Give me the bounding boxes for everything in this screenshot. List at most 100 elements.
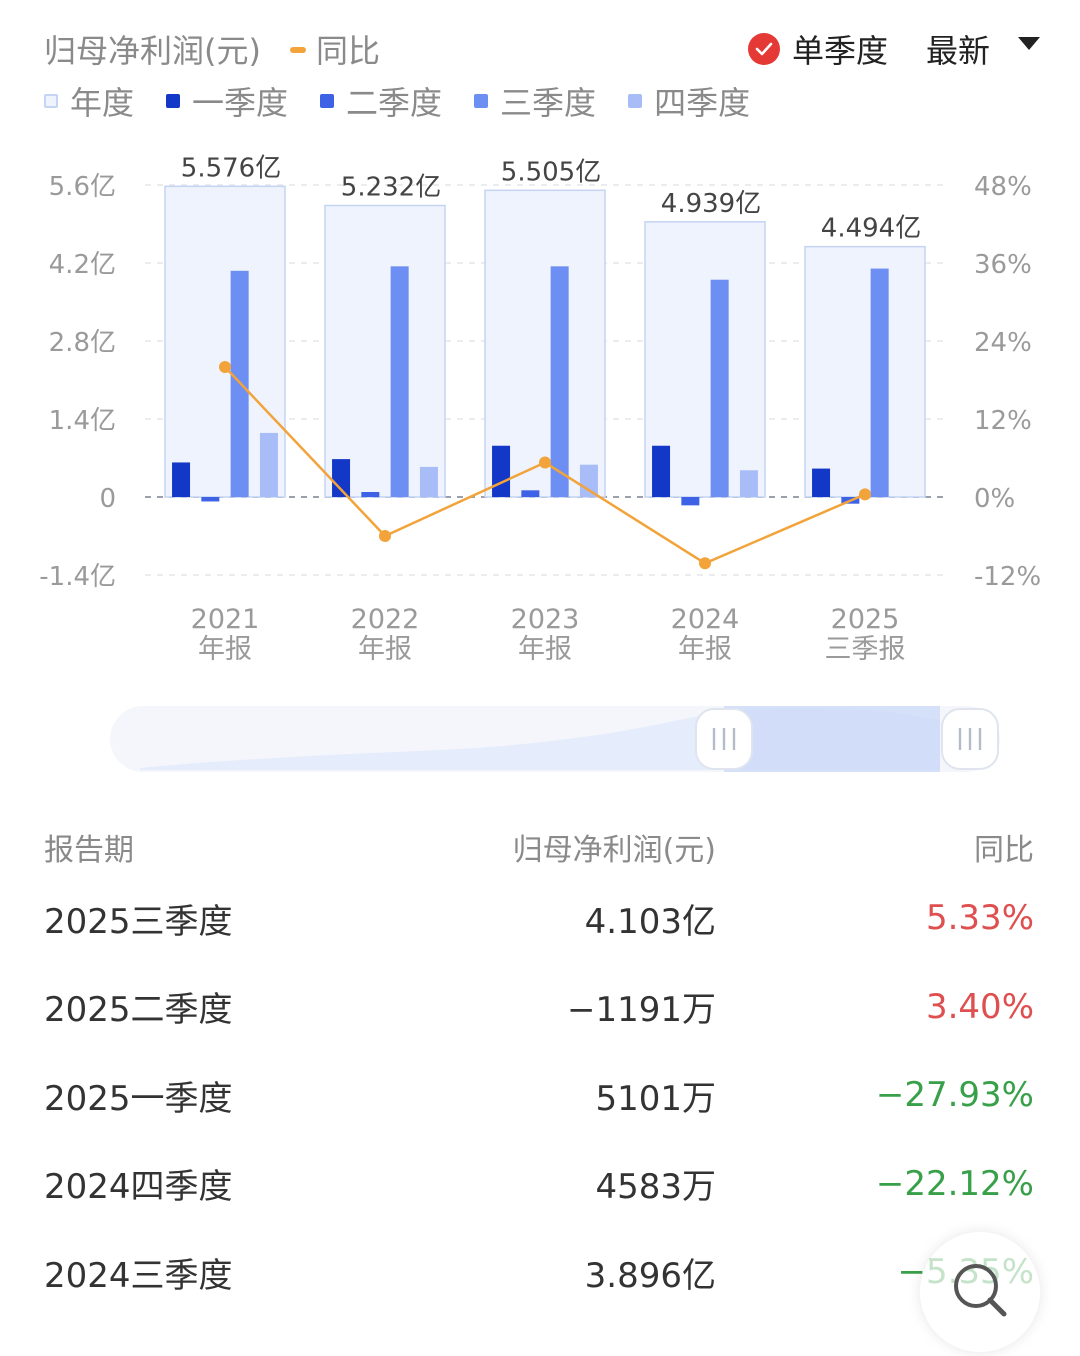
legend-item[interactable]: 四季度	[628, 78, 750, 124]
row-period: 2024四季度	[44, 1167, 233, 1208]
range-slider[interactable]	[110, 706, 1000, 772]
x-tick-year: 2024	[671, 604, 740, 635]
table-row[interactable]: 2025三季度 4.103亿 5.33%	[44, 874, 1034, 963]
header-controls: 单季度 最新	[747, 26, 1040, 72]
row-value: 3.896亿	[584, 1255, 716, 1296]
y-left-tick-label: 2.8亿	[49, 328, 116, 358]
quarter-bar	[361, 491, 380, 497]
row-yoy: 5.33%	[925, 898, 1034, 939]
yoy-legend-swatch	[290, 47, 306, 53]
quarter-bar	[419, 466, 438, 497]
y-right-tick-label: 0%	[974, 484, 1015, 514]
legend-swatch	[44, 94, 58, 108]
slider-selection	[724, 706, 940, 772]
yoy-point	[699, 557, 711, 570]
legend-item[interactable]: 一季度	[166, 78, 288, 124]
x-tick-period: 三季报	[825, 634, 906, 665]
row-value: 4583万	[595, 1167, 716, 1208]
quarter-bar	[332, 459, 351, 497]
row-period: 2025一季度	[44, 1078, 233, 1119]
row-yoy: −27.93%	[875, 1075, 1034, 1116]
profit-table: 报告期 归母净利润(元) 同比 2025三季度 4.103亿 5.33% 202…	[44, 820, 1034, 1317]
legend-swatch	[320, 94, 335, 108]
quarter-bar	[579, 464, 598, 497]
row-value: 5101万	[595, 1078, 716, 1119]
x-tick-period: 年报	[198, 634, 252, 665]
slider-handle-icon	[958, 728, 982, 750]
legend-swatch	[166, 94, 181, 108]
quarter-bar	[652, 445, 671, 497]
caret-down-icon[interactable]	[1018, 36, 1040, 50]
legend-item[interactable]: 三季度	[474, 78, 596, 124]
quarter-bar	[739, 470, 758, 497]
legend-label: 四季度	[654, 84, 751, 122]
row-value: −1191万	[566, 990, 716, 1031]
table-row[interactable]: 2025一季度 5101万 −27.93%	[44, 1051, 1034, 1140]
y-left-tick-label: 5.6亿	[49, 172, 116, 202]
row-value: 4.103亿	[584, 901, 716, 942]
x-tick-year: 2025	[831, 604, 900, 635]
header-yoy: 同比	[974, 833, 1034, 868]
yoy-point	[859, 488, 871, 501]
quarter-bar	[681, 497, 700, 506]
quarter-bar	[521, 490, 540, 497]
row-period: 2025二季度	[44, 990, 233, 1031]
legend-item[interactable]: 年度	[44, 78, 134, 124]
chart-title: 归母净利润(元)	[44, 32, 261, 70]
y-left-tick-label: 0	[99, 484, 116, 514]
quarter-bar	[870, 268, 889, 497]
y-right-tick-label: 48%	[974, 172, 1032, 202]
annual-bar	[804, 245, 926, 498]
yoy-point	[219, 361, 231, 373]
legend-swatch	[474, 94, 489, 108]
table-row[interactable]: 2024四季度 4583万 −22.12%	[44, 1140, 1034, 1229]
single-quarter-toggle[interactable]: 单季度	[791, 32, 888, 70]
annual-value-label: 5.576亿	[181, 153, 281, 183]
quarter-bar	[390, 266, 409, 497]
quarter-bar	[710, 279, 729, 497]
table-row[interactable]: 2024三季度 3.896亿 −5.35%	[44, 1228, 1034, 1317]
legend-item[interactable]: 二季度	[320, 78, 442, 124]
x-tick-period: 年报	[358, 634, 412, 665]
yoy-point	[379, 530, 391, 542]
series-legend: 年度 一季度 二季度 三季度 四季度	[44, 78, 782, 124]
x-tick-year: 2021	[191, 604, 260, 635]
x-tick-year: 2022	[351, 604, 420, 635]
y-right-tick-label: 24%	[974, 328, 1032, 358]
zoom-button[interactable]	[920, 1232, 1040, 1352]
y-left-tick-label: 1.4亿	[49, 406, 116, 436]
header-period: 报告期	[44, 833, 134, 868]
y-right-tick-label: -12%	[974, 562, 1041, 592]
yoy-legend-label: 同比	[316, 32, 381, 70]
y-right-tick-label: 12%	[974, 406, 1032, 436]
quarter-bar	[812, 468, 831, 497]
quarter-bar	[259, 432, 278, 497]
row-yoy: 3.40%	[925, 986, 1034, 1027]
yoy-legend[interactable]: 同比	[290, 26, 380, 72]
legend-label: 三季度	[500, 84, 597, 122]
annual-value-label: 4.939亿	[661, 189, 761, 219]
row-period: 2025三季度	[44, 901, 233, 942]
sort-dropdown[interactable]: 最新	[925, 32, 990, 70]
legend-label: 年度	[70, 84, 135, 122]
profit-chart: -1.4亿 0 1.4亿 2.8亿 4.2亿 5.6亿 -12% 0% 12% 24% 36% 48%…	[39, 153, 1041, 665]
legend-label: 二季度	[346, 84, 443, 122]
row-yoy: −22.12%	[875, 1163, 1034, 1204]
table-header: 报告期 归母净利润(元) 同比	[44, 820, 1034, 874]
x-tick-period: 年报	[518, 634, 572, 665]
yoy-point	[539, 456, 551, 469]
legend-label: 一季度	[192, 84, 289, 122]
legend-swatch	[628, 94, 643, 108]
annual-value-label: 5.505亿	[501, 157, 601, 187]
header-profit: 归母净利润(元)	[512, 833, 716, 868]
y-right-tick-label: 36%	[974, 250, 1032, 280]
annual-value-label: 4.494亿	[821, 214, 921, 244]
quarter-bar	[201, 497, 220, 502]
quarter-bar	[550, 266, 569, 497]
annual-bar	[324, 204, 446, 498]
quarter-bar	[492, 445, 511, 497]
check-icon[interactable]	[747, 33, 780, 65]
chart-header: 归母净利润(元) 同比 单季度 最新 年度 一季度 二季度 三季度 四季度	[44, 26, 1040, 136]
table-row[interactable]: 2025二季度 −1191万 3.40%	[44, 963, 1034, 1052]
row-period: 2024三季度	[44, 1255, 233, 1296]
